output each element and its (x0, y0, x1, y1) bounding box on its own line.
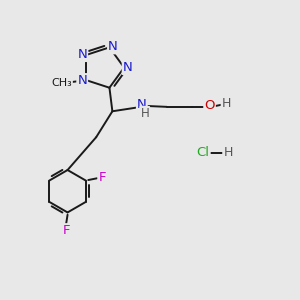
Text: F: F (98, 171, 106, 184)
Text: N: N (108, 40, 118, 53)
Text: N: N (123, 61, 133, 74)
Text: H: H (222, 98, 231, 110)
Text: F: F (62, 224, 70, 237)
Text: H: H (223, 146, 233, 159)
Text: Cl: Cl (196, 146, 209, 159)
Text: O: O (204, 100, 215, 112)
Text: CH₃: CH₃ (51, 78, 72, 88)
Text: N: N (137, 98, 147, 111)
Text: N: N (77, 74, 87, 87)
Text: N: N (77, 48, 87, 61)
Text: H: H (140, 107, 149, 120)
